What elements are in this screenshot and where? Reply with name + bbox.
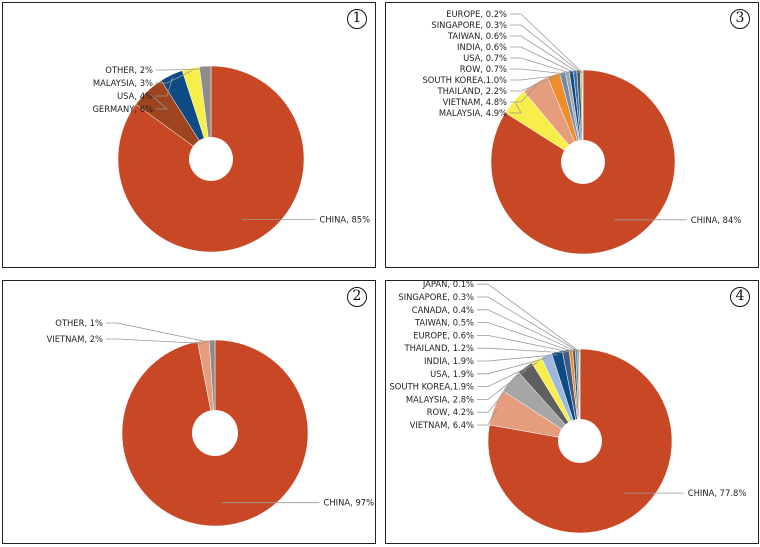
slice-label: CHINA, 77.8% <box>688 488 747 498</box>
pie-chart-panel-1: CHINA, 85% GERMANY, 6% USA, 4% MALAYSIA, 3%… <box>2 2 376 268</box>
leader-line <box>510 74 564 81</box>
pie-chart-panel-3: CHINA, 84% MALAYSIA, 4.9% VIETNAM, 4.8% THA… <box>385 2 759 268</box>
pie-slice <box>487 348 673 534</box>
slice-label: EUROPE, 0.6% <box>413 330 474 340</box>
slice-label: EUROPE, 0.2% <box>446 9 507 19</box>
leader-line <box>510 57 572 74</box>
slice-label: THAILAND, 1.2% <box>403 343 474 353</box>
slice-label: USA, 0.7% <box>463 53 507 63</box>
slice-label: ROW, 4.2% <box>427 407 474 417</box>
slice-label: OTHER, 2% <box>105 65 153 75</box>
slice-label: SINGAPORE, 0.3% <box>431 20 507 30</box>
leader-line <box>510 24 582 74</box>
leader-line <box>510 77 555 92</box>
slice-label: VIETNAM, 4.8% <box>443 97 507 107</box>
slice-label: TAIWAN, 0.5% <box>414 318 474 328</box>
slice-label: THAILAND, 2.2% <box>436 86 507 96</box>
slice-label: JAPAN, 0.1% <box>422 281 474 289</box>
pie-slice <box>208 339 216 434</box>
slice-label: MALAYSIA, 2.8% <box>406 394 474 404</box>
slice-label: SOUTH KOREA,1.0% <box>422 75 507 85</box>
slice-label: SINGAPORE, 0.3% <box>398 292 474 302</box>
leader-line <box>477 362 538 387</box>
slice-label: CHINA, 84% <box>691 215 742 225</box>
pie-slice <box>581 69 584 163</box>
pie-chart-2: CHINA, 97% VIETNAM, 2% OTHER, 1% <box>47 318 375 527</box>
slice-label: MALAYSIA, 4.9% <box>439 108 507 118</box>
leader-line <box>156 77 173 97</box>
leader-line <box>477 309 577 353</box>
donut-hole <box>558 419 602 463</box>
leader-line <box>477 407 498 426</box>
leader-line <box>477 335 572 353</box>
slice-label: TAIWAN, 0.6% <box>447 31 507 41</box>
slice-label: VIETNAM, 2% <box>47 334 103 344</box>
pie-slice <box>199 65 212 160</box>
pie-chart-3: CHINA, 84% MALAYSIA, 4.9%VIETNAM, 4.8%THA… <box>422 9 742 255</box>
leader-line <box>510 85 537 103</box>
slice-label: OTHER, 1% <box>55 318 103 328</box>
pie-chart-1: CHINA, 85% GERMANY, 6% USA, 4% MALAYSIA, 3%… <box>92 65 371 253</box>
slice-label: MALAYSIA, 3% <box>93 78 153 88</box>
panel-number-badge: 2 <box>347 287 367 307</box>
slice-label: USA, 4% <box>117 91 153 101</box>
leader-line <box>477 322 575 353</box>
leader-line <box>477 382 513 413</box>
leader-line <box>477 369 527 400</box>
leader-line <box>477 357 548 375</box>
slice-label: INDIA, 0.6% <box>457 42 507 52</box>
panel-number-badge: 4 <box>730 287 750 307</box>
leader-line <box>477 347 567 354</box>
leader-line <box>106 338 204 344</box>
slice-label: CANADA, 0.4% <box>412 305 474 315</box>
donut-hole <box>192 410 238 456</box>
slice-label: SOUTH KOREA,1.9% <box>389 382 474 392</box>
pie-chart-4: CHINA, 77.8% VIETNAM, 6.4% ROW, 4.2% MALAYS… <box>389 281 747 534</box>
leader-line <box>510 13 583 74</box>
leader-line <box>156 70 192 84</box>
leader-line <box>477 296 579 353</box>
slice-label: USA, 1.9% <box>430 369 474 379</box>
leader-line <box>477 283 580 353</box>
leader-line <box>510 46 576 74</box>
donut-hole <box>561 140 605 184</box>
pie-chart-panel-4: CHINA, 77.8% VIETNAM, 6.4% ROW, 4.2% MALAYS… <box>385 280 759 544</box>
donut-hole <box>189 137 233 181</box>
slice-label: CHINA, 97% <box>324 498 375 508</box>
pie-slice <box>579 348 581 442</box>
leader-line <box>477 354 558 362</box>
pie-chart-panel-2: CHINA, 97% VIETNAM, 2% OTHER, 1% 2 <box>2 280 376 544</box>
leader-line <box>510 35 579 74</box>
slice-label: GERMANY, 6% <box>92 104 153 114</box>
panel-number-badge: 1 <box>347 9 367 29</box>
leader-line <box>148 92 169 110</box>
leader-line <box>156 68 206 71</box>
panel-number-badge: 3 <box>730 9 750 29</box>
leader-line <box>106 322 213 344</box>
slice-label: ROW, 0.7% <box>460 64 507 74</box>
leader-line <box>510 103 522 114</box>
slice-label: VIETNAM, 6.4% <box>410 420 474 430</box>
slice-label: CHINA, 85% <box>320 215 371 225</box>
leader-line <box>510 68 568 75</box>
slice-label: INDIA, 1.9% <box>424 356 474 366</box>
